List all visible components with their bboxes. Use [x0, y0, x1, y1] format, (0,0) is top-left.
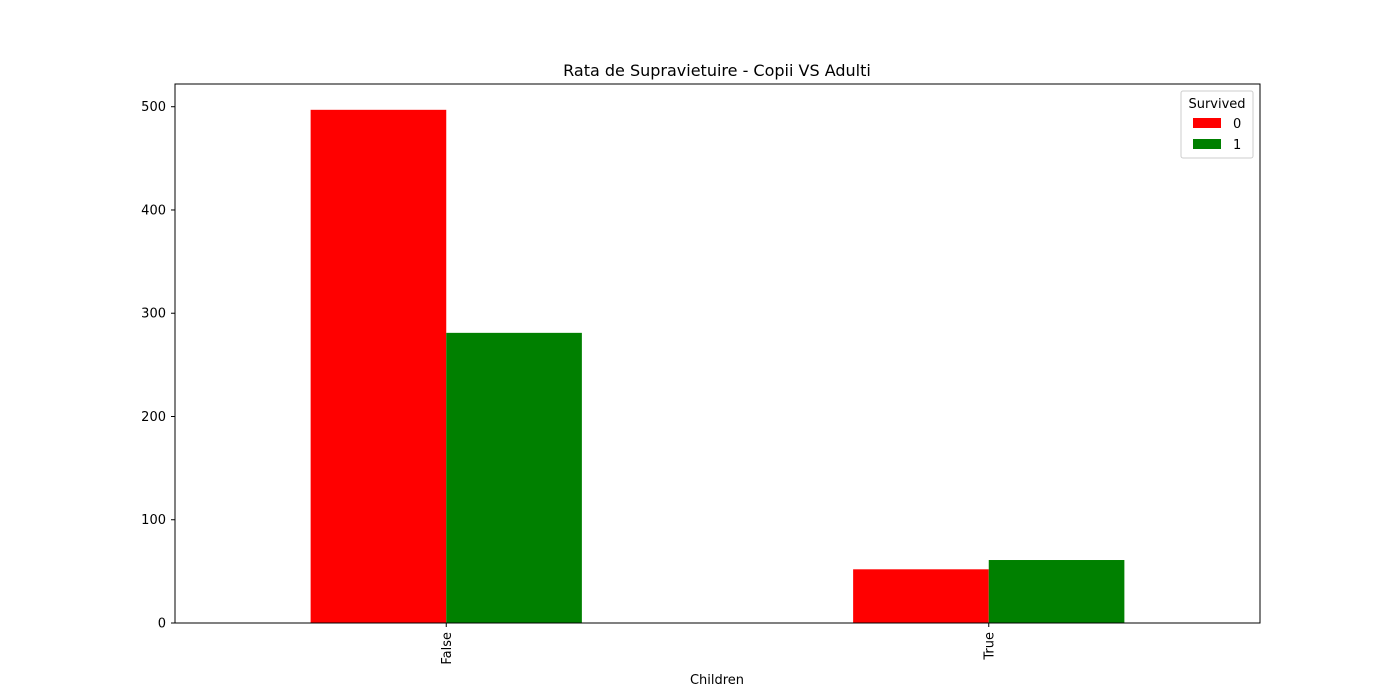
y-tick-label: 0 — [158, 617, 166, 632]
x-axis: False True — [440, 623, 997, 665]
x-axis-label: Children — [690, 673, 744, 688]
legend: Survived 01 — [1180, 90, 1254, 159]
legend-title: Survived — [1188, 97, 1245, 112]
legend-swatch-0 — [1193, 118, 1221, 128]
bar-true-survived-1 — [988, 560, 1125, 623]
y-tick-label: 200 — [141, 410, 166, 425]
bar-true-survived-0 — [853, 569, 989, 623]
y-axis: 0 100 200 300 400 500 — [141, 100, 175, 632]
bars-group — [310, 109, 1125, 623]
y-tick-label: 300 — [141, 307, 166, 322]
y-tick-label: 100 — [141, 513, 166, 528]
legend-label-0: 0 — [1233, 117, 1241, 132]
bar-false-survived-0 — [310, 109, 447, 623]
legend-swatch-1 — [1193, 139, 1221, 149]
legend-label-1: 1 — [1233, 138, 1241, 153]
chart-title: Rata de Supravietuire - Copii VS Adulti — [563, 61, 871, 80]
bar-false-survived-1 — [446, 332, 582, 623]
y-tick-label: 400 — [141, 203, 166, 218]
x-tick-label: True — [982, 632, 997, 661]
y-tick-label: 500 — [141, 100, 166, 115]
x-tick-label: False — [440, 632, 455, 665]
plot-area-frame — [174, 83, 1261, 624]
legend-items: 01 — [1193, 117, 1241, 153]
